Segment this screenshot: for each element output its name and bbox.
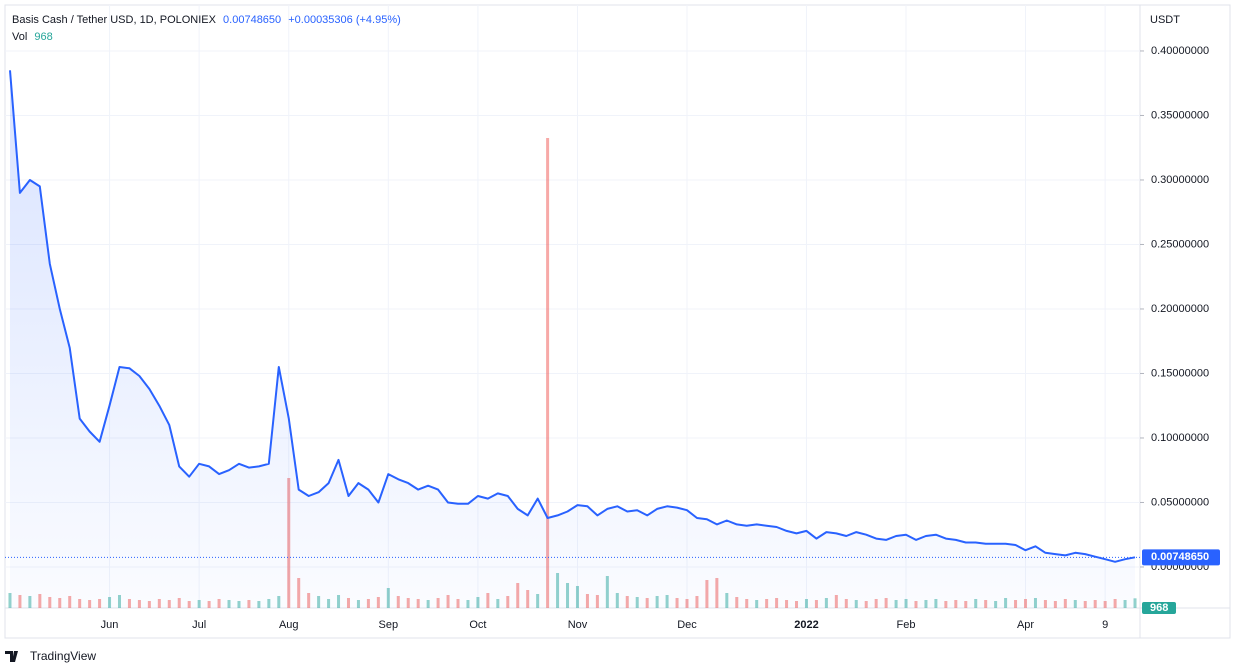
volume-bar: [546, 138, 550, 608]
legend-header: Basis Cash / Tether USD, 1D, POLONIEX 0.…: [12, 12, 405, 46]
header-row: Basis Cash / Tether USD, 1D, POLONIEX 0.…: [12, 12, 405, 29]
x-tick-label: Dec: [677, 619, 697, 631]
x-tick-label: Jul: [192, 619, 206, 631]
last-price: 0.00748650: [223, 14, 282, 26]
x-tick-label: 9: [1102, 619, 1108, 631]
volume-tag: [1142, 602, 1176, 614]
y-tick-label: 0.20000000: [1151, 303, 1209, 315]
y-tick-label: 0.05000000: [1151, 496, 1209, 508]
x-tick-label: Sep: [379, 619, 399, 631]
volume-bar: [8, 593, 12, 608]
x-tick-label: Nov: [568, 619, 588, 631]
brand-logo: [5, 651, 18, 662]
frame: [4, 4, 1231, 639]
volume-bar: [1133, 598, 1137, 608]
symbol-title: Basis Cash / Tether USD, 1D, POLONIEX: [12, 14, 216, 26]
y-tick-label: 0.40000000: [1151, 45, 1209, 57]
x-tick-label: Apr: [1017, 619, 1034, 631]
x-tick-label: Aug: [279, 619, 299, 631]
volume-row: Vol 968: [12, 29, 405, 46]
last-price-tag: [1142, 549, 1220, 566]
x-tick-label: Oct: [469, 619, 486, 631]
price-line: [9, 70, 1136, 563]
y-tick-label: 0.15000000: [1151, 367, 1209, 379]
x-tick-label: Feb: [897, 619, 916, 631]
area-fill: [9, 70, 1136, 609]
price-change: +0.00035306 (+4.95%): [288, 14, 401, 26]
brand: TradingView: [30, 649, 96, 663]
y-tick-label: 0.30000000: [1151, 174, 1209, 186]
y-unit: USDT: [1150, 14, 1180, 26]
y-tick-label: 0.25000000: [1151, 238, 1209, 250]
volume-tag-label: 968: [1150, 602, 1168, 614]
volume-label: Vol: [12, 31, 28, 43]
volume-value: 968: [34, 31, 53, 43]
y-tick-label: 0.35000000: [1151, 109, 1209, 121]
last-price-tag-label: 0.00748650: [1151, 551, 1209, 563]
x-tick-label: 2022: [794, 619, 818, 631]
y-tick-label: 0.10000000: [1151, 432, 1209, 444]
x-tick-label: Jun: [101, 619, 119, 631]
